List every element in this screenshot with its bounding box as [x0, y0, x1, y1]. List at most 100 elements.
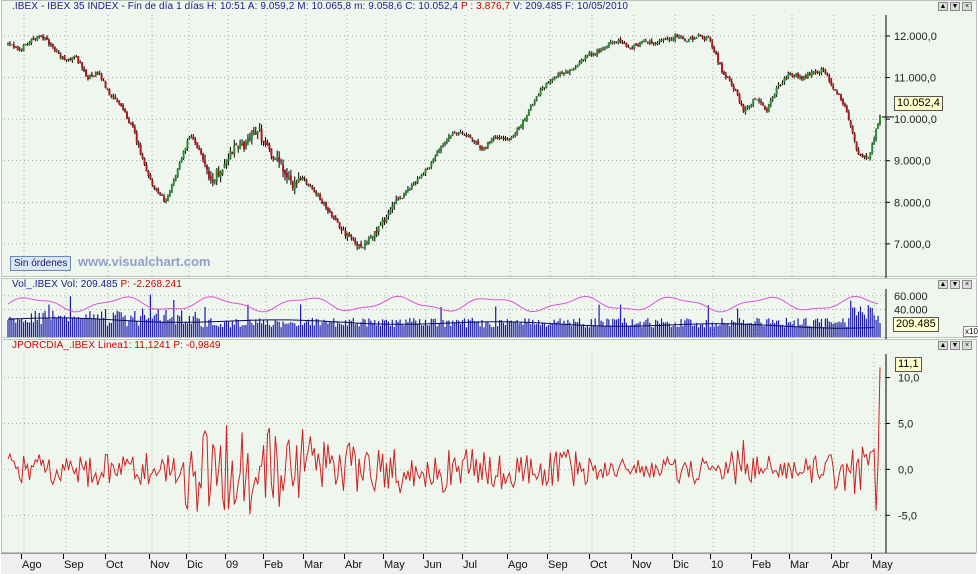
candle-body [615, 41, 618, 43]
oscillator-last-value: 11,1 [895, 357, 922, 372]
scroll-down-button[interactable]: ▼ [950, 341, 960, 350]
candle-body [806, 73, 809, 78]
candle-body [486, 142, 489, 148]
date-axis-tick [871, 554, 872, 559]
price-low: m: 9.058,6 [354, 1, 403, 12]
candle-body [816, 70, 819, 74]
close-panel-button[interactable]: × [962, 2, 972, 11]
candle-body [756, 99, 759, 101]
candle-body [49, 43, 52, 45]
candle-body [67, 58, 70, 60]
candle-body [350, 235, 353, 238]
candle-body [307, 183, 310, 186]
candle-body [570, 69, 573, 71]
candle-body [691, 36, 694, 40]
candle-body [30, 38, 33, 43]
scroll-up-button[interactable]: ▲ [938, 2, 948, 11]
date-axis-tick [186, 554, 187, 559]
candle-body [445, 140, 448, 143]
candle-body [877, 123, 880, 129]
date-axis-label: Abr [345, 559, 363, 571]
date-axis-tick [105, 554, 106, 559]
candle-body [867, 157, 870, 159]
candle-body [535, 96, 538, 100]
date-axis-tick [149, 554, 150, 559]
candle-body [797, 73, 800, 78]
candle-body [539, 89, 542, 96]
candle-body [748, 105, 751, 108]
candle-body [804, 75, 807, 78]
candle-body [96, 72, 99, 74]
candle-body [795, 74, 798, 77]
candle-body [510, 137, 513, 140]
candle-body [129, 122, 132, 124]
candle-body [705, 36, 708, 40]
candle-body [260, 129, 263, 141]
date-axis-tick [507, 554, 508, 559]
candle-body [334, 217, 337, 221]
close-panel-button[interactable]: × [962, 280, 972, 289]
candle-body [94, 72, 97, 76]
candle-body [525, 115, 528, 121]
price-panel[interactable]: 12.000,0 11.000,0 10.000,0 9.000,0 8.000,0 7.… [1, 0, 977, 278]
candle-body [90, 73, 93, 76]
candle-body [681, 36, 684, 39]
candle-body [779, 84, 782, 86]
candle-body [726, 77, 729, 79]
date-axis-label: Sep [64, 559, 84, 571]
volume-panel[interactable]: 60.000 40.000 Vol_.IBEX Vol: 209.485 P: -… [1, 278, 978, 339]
oscillator-line: Linea1: 11,1241 [97, 340, 171, 351]
osc-ytick-label: 5,0 [898, 418, 913, 430]
candle-body [225, 159, 228, 166]
candle-body [252, 130, 255, 132]
oscillator-panel[interactable]: 10,0 5,0 0,0 -5,0 JPORCDIA_.IBEX Linea1: 11… [1, 339, 977, 554]
scroll-down-button[interactable]: ▼ [950, 2, 960, 11]
candle-body [360, 243, 363, 247]
candle-body [92, 75, 95, 77]
candle-body [841, 99, 844, 105]
candle-body [660, 39, 663, 41]
candle-body [266, 142, 269, 146]
close-panel-button[interactable]: × [962, 341, 972, 350]
candle-body [555, 76, 558, 78]
candle-body [270, 148, 273, 156]
candle-body [106, 88, 109, 90]
candle-body [477, 140, 480, 145]
scroll-down-button[interactable]: ▼ [950, 280, 960, 289]
price-close: C: 10.052,4 [405, 1, 459, 12]
candle-body [303, 177, 306, 180]
candle-body [414, 182, 417, 184]
candle-body [305, 179, 308, 185]
candle-body [141, 155, 144, 159]
candle-body [564, 71, 567, 73]
scroll-up-button[interactable]: ▲ [938, 280, 948, 289]
candle-body [241, 144, 244, 146]
candle-body [383, 219, 386, 222]
candle-body [839, 94, 842, 100]
orders-button[interactable]: Sin órdenes [10, 256, 72, 271]
candle-body [172, 180, 175, 184]
candle-body [648, 41, 651, 44]
candle-body [155, 188, 158, 190]
candle-body [830, 80, 833, 86]
candle-body [100, 74, 103, 80]
candle-body [687, 38, 690, 43]
scroll-up-button[interactable]: ▲ [938, 341, 948, 350]
candle-body [434, 157, 437, 160]
candle-body [621, 41, 624, 44]
candle-body [566, 71, 569, 73]
date-axis-tick [547, 554, 548, 559]
candle-body [547, 82, 550, 84]
candle-body [426, 168, 429, 170]
candle-body [461, 132, 464, 135]
candle-body [559, 72, 562, 75]
candle-body [88, 74, 91, 79]
candle-body [391, 205, 394, 209]
candle-body [527, 110, 530, 116]
price-window-buttons: ▲ ▼ × [938, 2, 972, 11]
candle-body [475, 141, 478, 143]
candle-body [79, 62, 82, 64]
candle-body [324, 202, 327, 208]
candle-body [873, 138, 876, 145]
candle-body [18, 49, 21, 51]
